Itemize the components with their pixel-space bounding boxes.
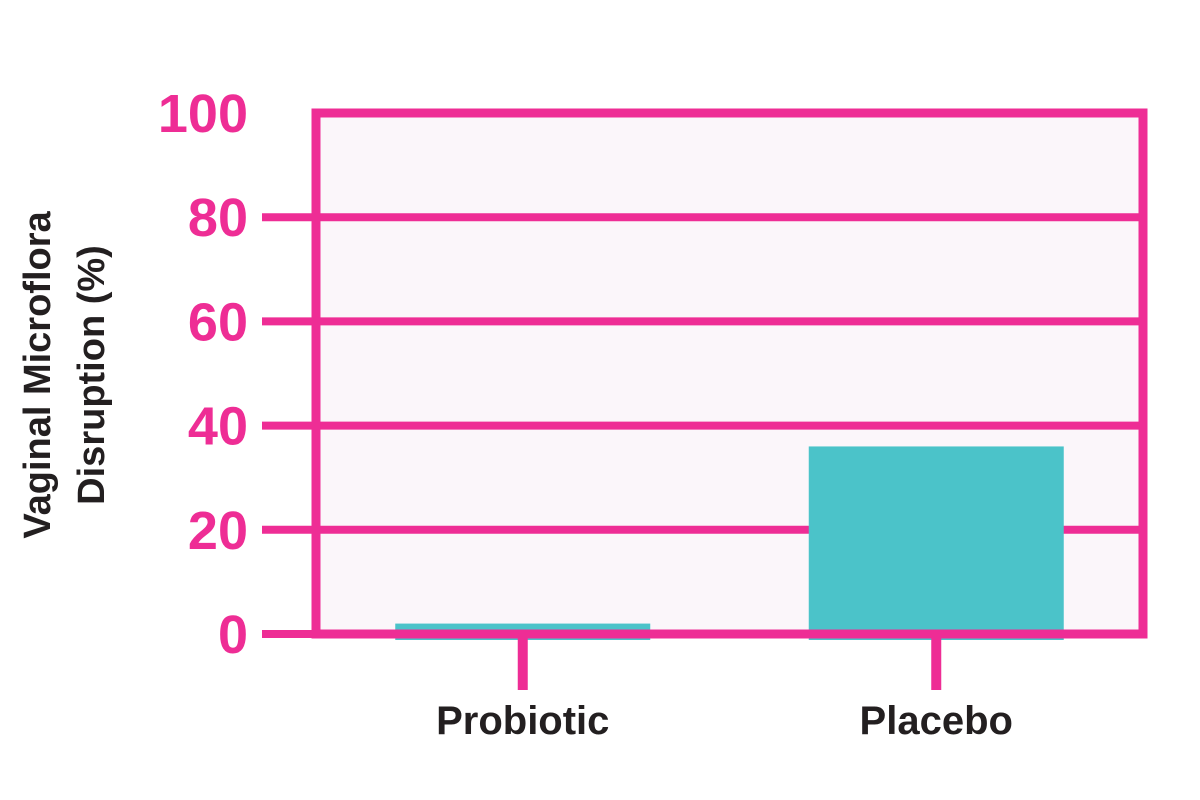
y-axis-title-line-1: Vaginal Microflora <box>17 210 59 538</box>
bar-placebo <box>808 446 1064 640</box>
y-tick-label-40: 40 <box>188 397 248 457</box>
y-tick-label-60: 60 <box>188 292 248 352</box>
y-tick-label-100: 100 <box>158 84 248 144</box>
category-label-placebo: Placebo <box>860 699 1013 743</box>
category-label-probiotic: Probiotic <box>436 699 609 743</box>
y-axis-title-line-2: Disruption (%) <box>71 245 113 505</box>
y-tick-labels: 0 20 40 60 80 100 <box>158 84 248 665</box>
category-tick-marks <box>517 634 942 690</box>
category-labels: Probiotic Placebo <box>436 699 1013 743</box>
plot-frame <box>311 108 1148 639</box>
y-tick-label-20: 20 <box>188 501 248 561</box>
y-tick-label-0: 0 <box>218 605 248 665</box>
y-tick-label-80: 80 <box>188 188 248 248</box>
bars <box>395 446 1064 640</box>
